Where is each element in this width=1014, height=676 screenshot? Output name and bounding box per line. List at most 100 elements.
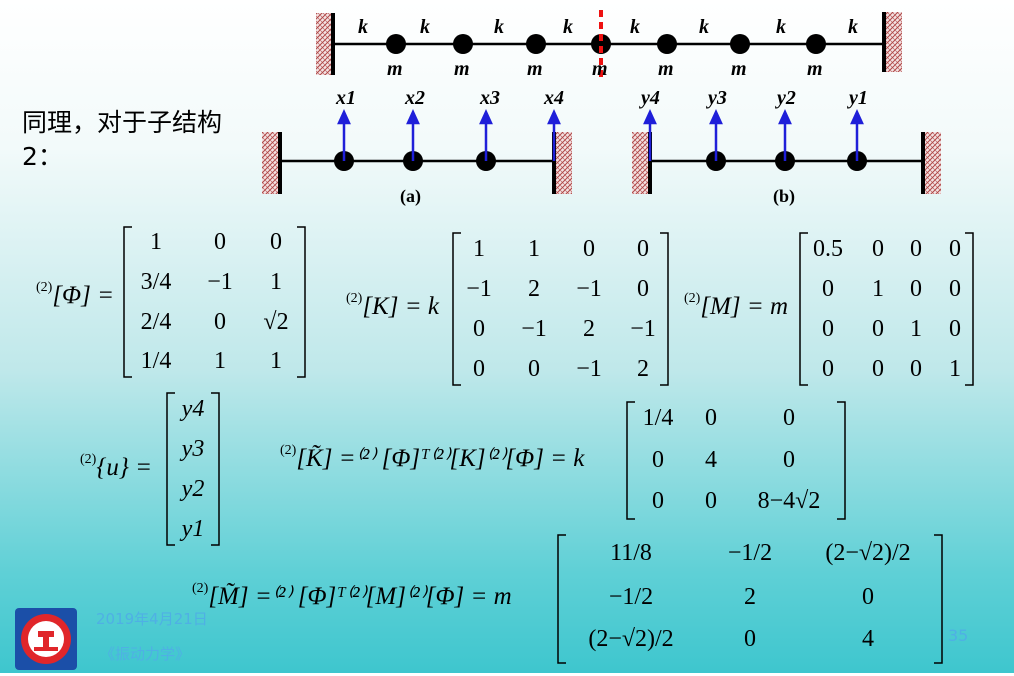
mass-label: m bbox=[658, 58, 674, 80]
mass-label: m bbox=[731, 58, 747, 80]
spring-label: k bbox=[358, 16, 368, 38]
matrix-cell: 0 bbox=[822, 276, 834, 302]
u-label-text: {u} = bbox=[96, 454, 152, 481]
M-superscript: (2) bbox=[684, 291, 701, 306]
coord-label: x4 bbox=[543, 87, 564, 109]
spring-label: k bbox=[494, 16, 504, 38]
matrix-cell: 1 bbox=[473, 236, 485, 262]
matrix-cell: −1 bbox=[576, 356, 602, 382]
intro-text: 同理，对于子结构2： bbox=[22, 108, 223, 171]
matrix-cell: 0 bbox=[949, 276, 961, 302]
K-label: (2)[K] = k bbox=[346, 292, 439, 320]
coord-label: y4 bbox=[639, 87, 660, 109]
matrix-cell: 2 bbox=[637, 356, 649, 382]
matrix-cell: 1 bbox=[872, 276, 884, 302]
matrix-cell: 1 bbox=[949, 356, 961, 382]
matrix-cell: 0 bbox=[214, 309, 226, 335]
mass-dot bbox=[591, 34, 611, 54]
matrix-cell: −1 bbox=[576, 276, 602, 302]
matrix-cell: 0 bbox=[822, 356, 834, 382]
u-label: (2){u} = bbox=[80, 452, 152, 481]
spring-label: k bbox=[420, 16, 430, 38]
left-wall-support bbox=[316, 13, 333, 75]
matrix-cell: 0 bbox=[949, 236, 961, 262]
chain-diagram: k k k k k k k k m m m m m m m bbox=[262, 10, 941, 207]
matrix-cell: 1 bbox=[910, 316, 922, 342]
matrix-cell: 1/4 bbox=[642, 405, 674, 431]
mass-dot bbox=[453, 34, 473, 54]
matrix-cell: 0 bbox=[637, 236, 649, 262]
coord-label: x3 bbox=[479, 87, 500, 109]
phi-label-text: [Φ] = bbox=[52, 282, 114, 309]
right-wall-support bbox=[885, 12, 902, 72]
matrix-cell: 2 bbox=[528, 276, 540, 302]
matrix-cell: 0 bbox=[822, 316, 834, 342]
matrix-cell: (2−√2)/2 bbox=[588, 626, 674, 652]
phi-label: (2)[Φ] = bbox=[36, 281, 114, 309]
vector-cell: y1 bbox=[181, 516, 205, 542]
top-chain: k k k k k k k k m m m m m m m bbox=[316, 10, 902, 80]
matrix-cell: 0 bbox=[783, 447, 795, 473]
mass-dot bbox=[806, 34, 826, 54]
matrix-cell: 0 bbox=[910, 276, 922, 302]
page-number: 35 bbox=[948, 626, 969, 645]
matrix-cell: 0 bbox=[528, 356, 540, 382]
substructure-b: y4 y3 y2 y1 (b) bbox=[632, 87, 941, 207]
matrix-cell: 0 bbox=[872, 236, 884, 262]
spring-label: k bbox=[630, 16, 640, 38]
matrix-cell: 0 bbox=[652, 488, 664, 514]
M-tilde-superscript: (2) bbox=[192, 581, 209, 596]
mass-dot bbox=[386, 34, 406, 54]
K-matrix: 1 1 0 0 −1 2 −1 0 0 −1 2 −1 0 0 −1 2 bbox=[452, 232, 669, 386]
mass-dot bbox=[526, 34, 546, 54]
mass-label: m bbox=[387, 58, 403, 80]
matrix-cell: −1 bbox=[630, 316, 656, 342]
mass-label: m bbox=[592, 58, 608, 80]
u-superscript: (2) bbox=[80, 452, 97, 467]
matrix-cell: 0 bbox=[910, 236, 922, 262]
matrix-cell: 0 bbox=[652, 447, 664, 473]
spring-label: k bbox=[699, 16, 709, 38]
K-tilde-label: (2)[K̃] =⁽²⁾ [Φ]ᵀ⁽²⁾[K]⁽²⁾[Φ] = k bbox=[280, 443, 585, 472]
matrix-cell: −1 bbox=[466, 276, 492, 302]
coord-label: x1 bbox=[335, 87, 356, 109]
caption-a: (a) bbox=[400, 186, 421, 207]
university-logo bbox=[14, 607, 78, 671]
matrix-cell: 0 bbox=[637, 276, 649, 302]
matrix-cell: −1 bbox=[521, 316, 547, 342]
K-tilde-matrix: 1/4 0 0 0 4 0 0 0 8−4√2 bbox=[626, 401, 846, 520]
matrix-cell: 0 bbox=[910, 356, 922, 382]
phi-matrix: 1 0 0 3/4 −1 1 2/4 0 √2 1/4 1 1 bbox=[123, 226, 306, 378]
matrix-cell: 1 bbox=[528, 236, 540, 262]
matrix-cell: 4 bbox=[705, 447, 717, 473]
M-tilde-label: (2)[M̃] =⁽²⁾ [Φ]ᵀ⁽²⁾[M]⁽²⁾[Φ] = m bbox=[192, 581, 512, 610]
matrix-cell: 1 bbox=[150, 229, 162, 255]
M-tilde-matrix: 11/8 −1/2 (2−√2)/2 −1/2 2 0 (2−√2)/2 0 4 bbox=[557, 534, 943, 664]
matrix-cell: 0.5 bbox=[813, 236, 843, 262]
K-tilde-superscript: (2) bbox=[280, 443, 297, 458]
matrix-cell: 0 bbox=[583, 236, 595, 262]
matrix-cell: 8−4√2 bbox=[757, 488, 821, 514]
matrix-cell: 4 bbox=[862, 626, 874, 652]
matrix-cell: −1 bbox=[207, 269, 233, 295]
matrix-cell: 1 bbox=[270, 269, 282, 295]
M-tilde-label-text: [M̃] =⁽²⁾ [Φ]ᵀ⁽²⁾[M]⁽²⁾[Φ] = m bbox=[208, 583, 512, 610]
matrix-cell: 2/4 bbox=[140, 309, 172, 335]
vector-cell: y4 bbox=[181, 396, 205, 422]
mass-dot bbox=[657, 34, 677, 54]
matrix-cell: √2 bbox=[263, 309, 289, 335]
matrix-cell: 1/4 bbox=[140, 348, 172, 374]
mass-label: m bbox=[527, 58, 543, 80]
spring-label: k bbox=[563, 16, 573, 38]
spring-label: k bbox=[848, 16, 858, 38]
K-tilde-label-text: [K̃] =⁽²⁾ [Φ]ᵀ⁽²⁾[K]⁽²⁾[Φ] = k bbox=[296, 445, 585, 472]
substructure-a: x1 x2 x3 x4 (a) bbox=[262, 87, 572, 207]
matrix-cell: 0 bbox=[705, 405, 717, 431]
matrix-cell: 11/8 bbox=[610, 540, 652, 566]
matrix-cell: 2 bbox=[583, 316, 595, 342]
spring-label: k bbox=[776, 16, 786, 38]
matrix-cell: −1/2 bbox=[608, 584, 654, 610]
matrix-cell: 3/4 bbox=[140, 269, 172, 295]
K-label-text: [K] = k bbox=[362, 293, 439, 320]
matrix-cell: (2−√2)/2 bbox=[825, 540, 911, 566]
